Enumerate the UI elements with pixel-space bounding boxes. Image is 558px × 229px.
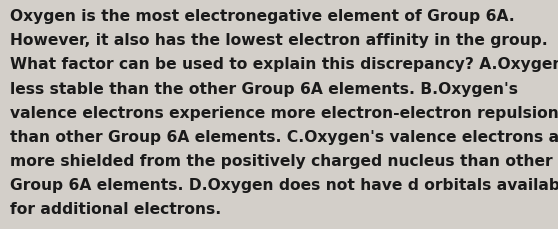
Text: for additional electrons.: for additional electrons.: [10, 202, 222, 216]
Text: Oxygen is the most electronegative element of Group 6A.: Oxygen is the most electronegative eleme…: [10, 9, 515, 24]
Text: Group 6A elements. D.Oxygen does not have d orbitals available: Group 6A elements. D.Oxygen does not hav…: [10, 177, 558, 192]
Text: more shielded from the positively charged nucleus than other: more shielded from the positively charge…: [10, 153, 552, 168]
Text: less stable than the other Group 6A elements. B.Oxygen's: less stable than the other Group 6A elem…: [10, 81, 518, 96]
Text: valence electrons experience more electron-electron repulsion: valence electrons experience more electr…: [10, 105, 558, 120]
Text: What factor can be used to explain this discrepancy? A.Oxygen is: What factor can be used to explain this …: [10, 57, 558, 72]
Text: However, it also has the lowest electron affinity in the group.: However, it also has the lowest electron…: [10, 33, 548, 48]
Text: than other Group 6A elements. C.Oxygen's valence electrons are: than other Group 6A elements. C.Oxygen's…: [10, 129, 558, 144]
